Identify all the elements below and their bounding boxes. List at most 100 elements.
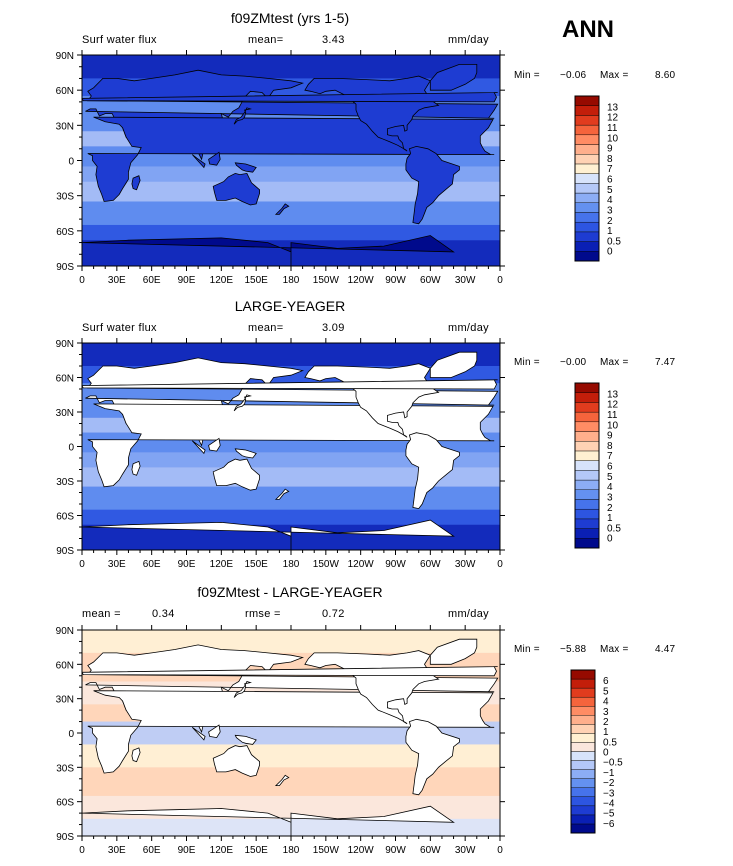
x-tick-label: 150E [244, 275, 268, 286]
panel-2-mean-label: mean= [248, 322, 284, 334]
colorbar-swatch [574, 105, 600, 116]
colorbar-swatch [574, 231, 600, 242]
x-tick-label: 60E [143, 845, 161, 856]
panel-1-variable: Surf water flux [82, 34, 157, 46]
y-tick-label: 30N [56, 121, 74, 132]
colorbar-swatch [574, 441, 600, 452]
panel-1-min-value: −0.06 [560, 70, 587, 81]
shading-band [82, 767, 500, 796]
colorbar-swatch [570, 715, 596, 725]
y-tick-label: 90S [56, 832, 74, 843]
colorbar-swatch [574, 499, 600, 510]
y-tick-label: 90N [56, 51, 74, 62]
colorbar-label: 0 [607, 247, 613, 258]
colorbar-label: 5 [607, 185, 613, 196]
y-tick-label: 30S [56, 192, 74, 203]
colorbar-swatch [574, 202, 600, 213]
panel-3-plot: 0 30E 60E 90E 120E 150E 180 150W 120W 90W 60W 30W 09… [56, 625, 505, 856]
panel-2-mean-value: 3.09 [322, 322, 345, 334]
y-tick-label: 60N [56, 374, 74, 385]
panel-2-max-value: 7.47 [655, 357, 676, 368]
colorbar-swatch [574, 421, 600, 432]
panel-2-units: mm/day [448, 322, 489, 334]
coastline [233, 681, 252, 698]
shading-band [82, 181, 500, 202]
x-tick-label: 90W [385, 845, 406, 856]
colorbar-swatch [574, 212, 600, 223]
panel-3-rmse-label: rmse = [245, 608, 281, 620]
colorbar-label: 4 [607, 482, 613, 493]
coastline [234, 162, 257, 173]
colorbar-label: 2 [607, 216, 613, 227]
colorbar-label: 6 [603, 676, 609, 687]
y-tick-label: 0 [68, 729, 74, 740]
x-tick-label: 150E [244, 845, 268, 856]
colorbar-swatch [570, 687, 596, 698]
colorbar-swatch [574, 134, 600, 145]
y-tick-label: 30N [56, 695, 74, 706]
coastline [234, 448, 257, 459]
panel-3-units: mm/day [448, 608, 489, 620]
colorbar-label: 8 [607, 441, 613, 452]
panel-3-rmse-value: 0.72 [322, 608, 345, 620]
shading-band [82, 467, 500, 487]
colorbar-label: −1 [603, 768, 615, 779]
coastline [212, 745, 261, 777]
shading-band [82, 744, 500, 768]
y-tick-label: 90S [56, 262, 74, 273]
colorbar-swatch [570, 814, 596, 825]
colorbar-swatch [574, 518, 600, 529]
colorbar-swatch [574, 392, 600, 403]
colorbar-label: 13 [607, 389, 619, 400]
colorbar-swatch [574, 241, 600, 252]
x-tick-label: 90W [385, 275, 406, 286]
colorbar-swatch [570, 742, 596, 752]
x-tick-label: 0 [79, 845, 85, 856]
x-tick-label: 90E [178, 275, 196, 286]
x-tick-label: 180 [283, 845, 300, 856]
coastline [429, 64, 478, 91]
coastline [208, 724, 221, 739]
colorbar-swatch [574, 144, 600, 155]
colorbar-swatch [570, 823, 596, 834]
x-tick-label: 30W [455, 845, 476, 856]
colorbar-label: −6 [603, 819, 615, 830]
x-tick-label: 30W [455, 275, 476, 286]
x-tick-label: 150E [244, 559, 268, 570]
y-tick-label: 90S [56, 546, 74, 557]
colorbar-label: −0.5 [603, 758, 623, 769]
panel-1-max-value: 8.60 [655, 70, 676, 81]
colorbar-frame [574, 95, 600, 262]
coastline [81, 92, 498, 103]
x-tick-label: 60E [143, 275, 161, 286]
coastline [192, 726, 206, 741]
colorbar-swatch [570, 706, 596, 716]
coastline [81, 379, 498, 390]
colorbar-label: 2 [603, 717, 609, 728]
colorbar-swatch [574, 538, 600, 549]
season-label: ANN [562, 16, 614, 43]
colorbar-label: −2 [603, 778, 615, 789]
x-tick-label: 60W [420, 845, 441, 856]
y-tick-label: 30S [56, 477, 74, 488]
x-tick-label: 0 [79, 559, 85, 570]
shading-band [82, 509, 500, 525]
colorbar-frame [570, 669, 596, 834]
x-tick-label: 30W [455, 559, 476, 570]
x-tick-label: 120W [348, 845, 375, 856]
shading-band [82, 224, 500, 241]
y-tick-label: 30S [56, 763, 74, 774]
colorbar-swatch [574, 251, 600, 262]
colorbar-label: 5 [603, 686, 609, 697]
colorbar-swatch [570, 669, 596, 680]
y-tick-label: 30N [56, 408, 74, 419]
x-tick-label: 180 [283, 559, 300, 570]
colorbar-swatch [570, 724, 596, 734]
shading-band [82, 166, 500, 182]
colorbar-swatch [574, 470, 600, 481]
coastline [131, 175, 141, 191]
colorbar-swatch [574, 382, 600, 393]
colorbar-label: −3 [603, 788, 615, 799]
colorbar-label: 11 [607, 123, 618, 134]
